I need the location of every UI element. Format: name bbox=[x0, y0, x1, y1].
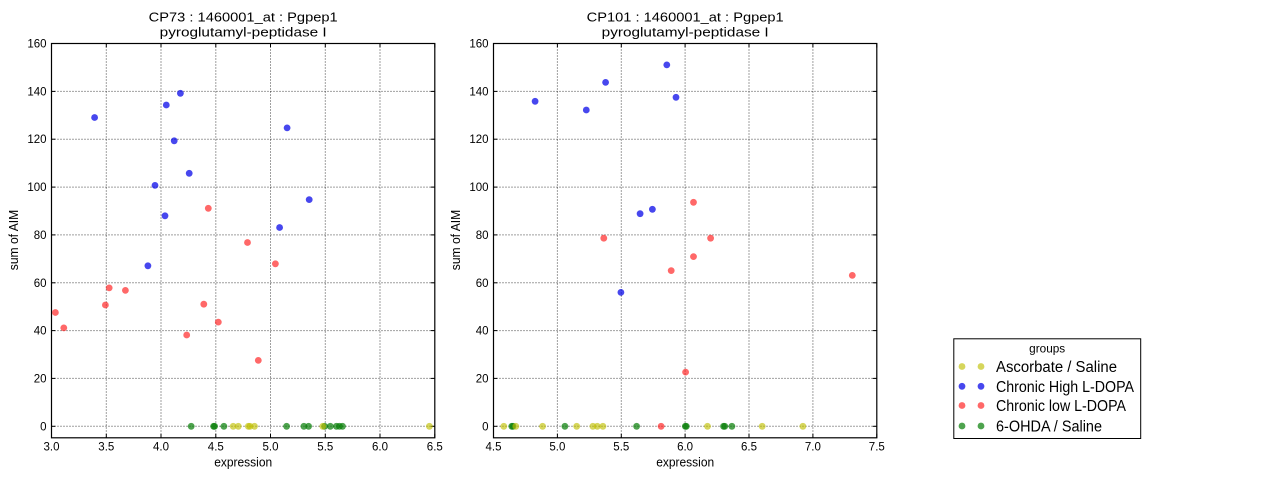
svg-text:160: 160 bbox=[469, 39, 488, 51]
svg-text:40: 40 bbox=[476, 326, 489, 338]
svg-text:6.0: 6.0 bbox=[677, 442, 693, 454]
svg-text:160: 160 bbox=[27, 39, 46, 51]
svg-text:100: 100 bbox=[469, 182, 488, 194]
svg-text:5.5: 5.5 bbox=[613, 442, 629, 454]
svg-text:60: 60 bbox=[476, 278, 489, 290]
svg-text:pyroglutamyl-peptidase I: pyroglutamyl-peptidase I bbox=[160, 25, 327, 40]
svg-text:pyroglutamyl-peptidase I: pyroglutamyl-peptidase I bbox=[602, 25, 769, 40]
svg-text:0: 0 bbox=[482, 421, 488, 433]
svg-text:60: 60 bbox=[34, 278, 47, 290]
svg-text:6.0: 6.0 bbox=[372, 442, 388, 454]
svg-text:CP101 : 1460001_at : Pgpep1: CP101 : 1460001_at : Pgpep1 bbox=[587, 10, 784, 25]
svg-text:0: 0 bbox=[40, 421, 46, 433]
svg-text:6-OHDA / Saline: 6-OHDA / Saline bbox=[996, 419, 1102, 436]
svg-text:5.0: 5.0 bbox=[263, 442, 279, 454]
svg-text:20: 20 bbox=[476, 373, 489, 385]
svg-text:20: 20 bbox=[34, 373, 47, 385]
svg-text:Ascorbate / Saline: Ascorbate / Saline bbox=[996, 359, 1117, 376]
svg-text:sum of AIM: sum of AIM bbox=[448, 210, 463, 270]
svg-text:Chronic low L-DOPA: Chronic low L-DOPA bbox=[996, 398, 1127, 415]
svg-text:5.5: 5.5 bbox=[317, 442, 333, 454]
svg-text:40: 40 bbox=[34, 326, 47, 338]
svg-text:groups: groups bbox=[1029, 343, 1065, 355]
svg-text:3.0: 3.0 bbox=[44, 442, 60, 454]
svg-text:140: 140 bbox=[27, 86, 46, 98]
svg-text:120: 120 bbox=[27, 134, 46, 146]
svg-text:7.5: 7.5 bbox=[869, 442, 885, 454]
svg-text:expression: expression bbox=[214, 454, 272, 469]
svg-text:4.0: 4.0 bbox=[153, 442, 169, 454]
svg-text:6.5: 6.5 bbox=[741, 442, 757, 454]
svg-text:100: 100 bbox=[27, 182, 46, 194]
svg-text:Chronic High L-DOPA: Chronic High L-DOPA bbox=[996, 379, 1135, 396]
svg-text:CP73 : 1460001_at : Pgpep1: CP73 : 1460001_at : Pgpep1 bbox=[149, 10, 338, 25]
svg-text:80: 80 bbox=[476, 230, 489, 242]
svg-text:7.0: 7.0 bbox=[805, 442, 821, 454]
svg-text:3.5: 3.5 bbox=[98, 442, 114, 454]
svg-text:80: 80 bbox=[34, 230, 47, 242]
svg-text:140: 140 bbox=[469, 86, 488, 98]
svg-text:expression: expression bbox=[656, 454, 714, 469]
svg-text:5.0: 5.0 bbox=[549, 442, 565, 454]
svg-text:sum of AIM: sum of AIM bbox=[6, 210, 21, 270]
svg-text:120: 120 bbox=[469, 134, 488, 146]
svg-text:4.5: 4.5 bbox=[486, 442, 502, 454]
svg-text:4.5: 4.5 bbox=[208, 442, 224, 454]
svg-text:6.5: 6.5 bbox=[427, 442, 443, 454]
